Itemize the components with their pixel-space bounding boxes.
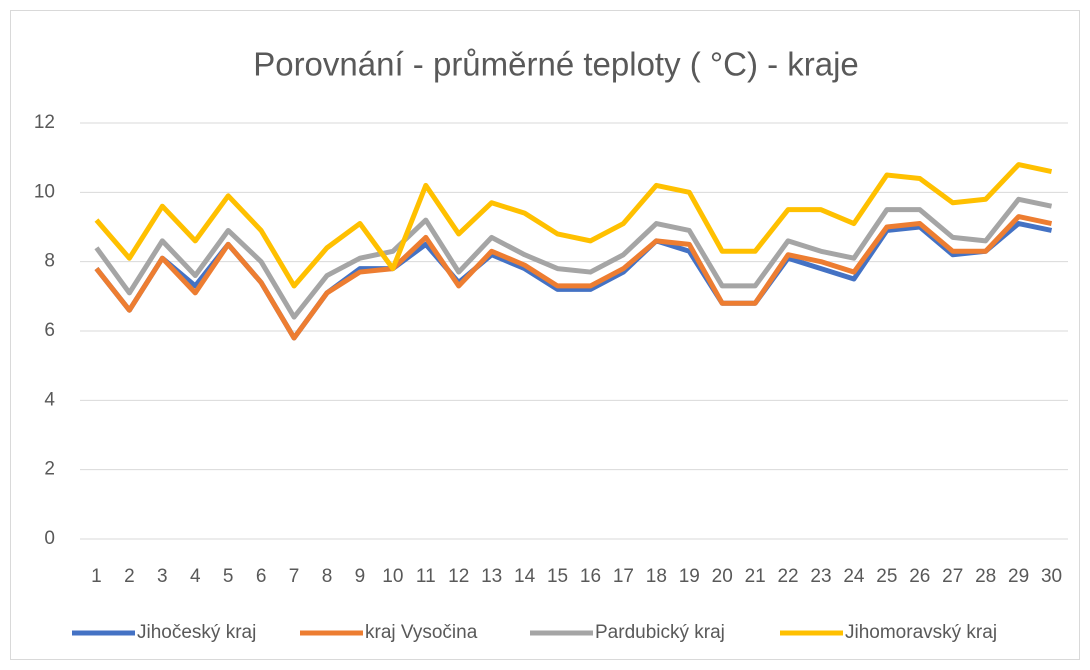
x-tick-label: 6 <box>256 566 267 587</box>
y-tick-label: 0 <box>44 528 55 549</box>
x-tick-label: 1 <box>91 566 102 587</box>
x-tick-label: 30 <box>1041 566 1062 587</box>
x-tick-label: 5 <box>223 566 234 587</box>
legend-label: Jihomoravský kraj <box>845 622 997 643</box>
y-tick-label: 10 <box>34 181 55 202</box>
x-tick-label: 9 <box>355 566 366 587</box>
x-tick-label: 23 <box>810 566 831 587</box>
x-tick-label: 4 <box>190 566 201 587</box>
x-tick-label: 24 <box>843 566 865 587</box>
chart-title: Porovnání - průměrné teploty ( °C) - kra… <box>253 46 859 83</box>
x-tick-label: 12 <box>448 566 469 587</box>
x-tick-label: 14 <box>514 566 536 587</box>
y-tick-label: 12 <box>34 112 55 133</box>
x-tick-label: 26 <box>909 566 930 587</box>
x-tick-label: 29 <box>1008 566 1029 587</box>
y-tick-label: 8 <box>44 251 55 272</box>
legend-label: Pardubický kraj <box>595 622 725 643</box>
x-tick-label: 15 <box>547 566 568 587</box>
x-tick-label: 10 <box>382 566 403 587</box>
legend-label: kraj Vysočina <box>365 622 478 643</box>
x-tick-label: 13 <box>481 566 502 587</box>
x-tick-label: 21 <box>745 566 766 587</box>
y-tick-label: 6 <box>44 320 55 341</box>
x-tick-label: 16 <box>580 566 601 587</box>
x-tick-label: 20 <box>712 566 733 587</box>
series-line <box>94 162 1053 289</box>
legend-label: Jihočeský kraj <box>137 622 256 643</box>
y-tick-label: 4 <box>44 389 55 410</box>
x-tick-label: 27 <box>942 566 963 587</box>
x-tick-label: 19 <box>679 566 700 587</box>
x-tick-label: 18 <box>646 566 667 587</box>
x-tick-label: 7 <box>289 566 300 587</box>
x-tick-label: 8 <box>322 566 333 587</box>
x-tick-label: 28 <box>975 566 996 587</box>
chart-frame <box>10 10 1080 660</box>
x-tick-label: 25 <box>876 566 897 587</box>
series-line <box>94 196 1053 320</box>
x-tick-label: 11 <box>416 566 436 587</box>
series-line <box>94 214 1053 341</box>
y-tick-label: 2 <box>44 459 55 480</box>
x-tick-label: 22 <box>777 566 798 587</box>
x-tick-label: 3 <box>157 566 168 587</box>
x-tick-label: 2 <box>124 566 135 587</box>
x-tick-label: 17 <box>613 566 634 587</box>
